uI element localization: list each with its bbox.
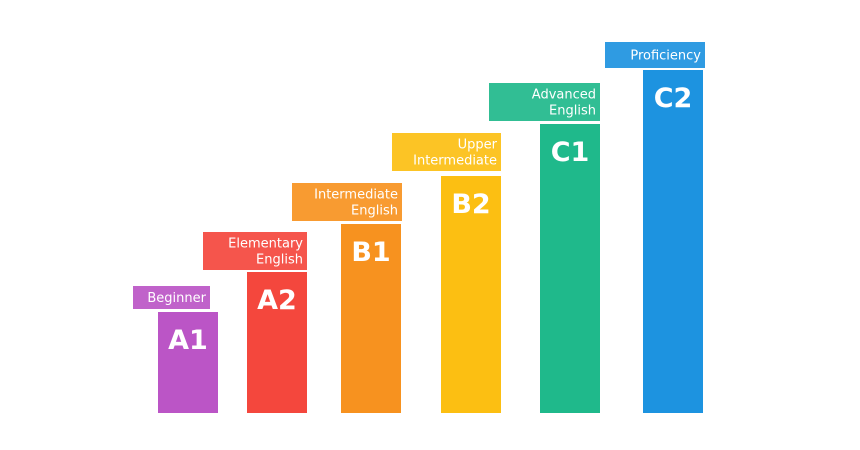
level: C2 Proficiency (605, 42, 705, 413)
level-code: C1 (551, 137, 590, 168)
level-code: A2 (257, 285, 297, 316)
level-label: English (351, 204, 398, 219)
level-label-box (392, 133, 501, 171)
level-label: Intermediate (413, 154, 497, 169)
level-label: Advanced (532, 88, 596, 103)
level-code: A1 (168, 325, 208, 356)
level-code: C2 (654, 83, 693, 114)
level-bar (247, 272, 307, 413)
level-label: Intermediate (314, 188, 398, 203)
level-label: English (549, 104, 596, 119)
level-bar (643, 70, 703, 413)
level-code: B2 (451, 189, 490, 220)
level-label: Proficiency (630, 49, 701, 64)
level: A1 Beginner (133, 286, 218, 413)
level-label-box (489, 83, 600, 121)
level-label: English (256, 253, 303, 268)
level-bar (441, 176, 501, 413)
level-label: Upper (458, 138, 498, 153)
level-label: Elementary (228, 237, 303, 252)
level-bar (158, 312, 218, 413)
level-label-box (203, 232, 307, 270)
level-label-box (292, 183, 402, 221)
level-label-box (133, 286, 210, 309)
level-code: B1 (351, 237, 390, 268)
level-label-box (605, 42, 705, 68)
level-bar (341, 224, 401, 413)
level-label: Beginner (147, 291, 206, 306)
level-bar (540, 124, 600, 413)
